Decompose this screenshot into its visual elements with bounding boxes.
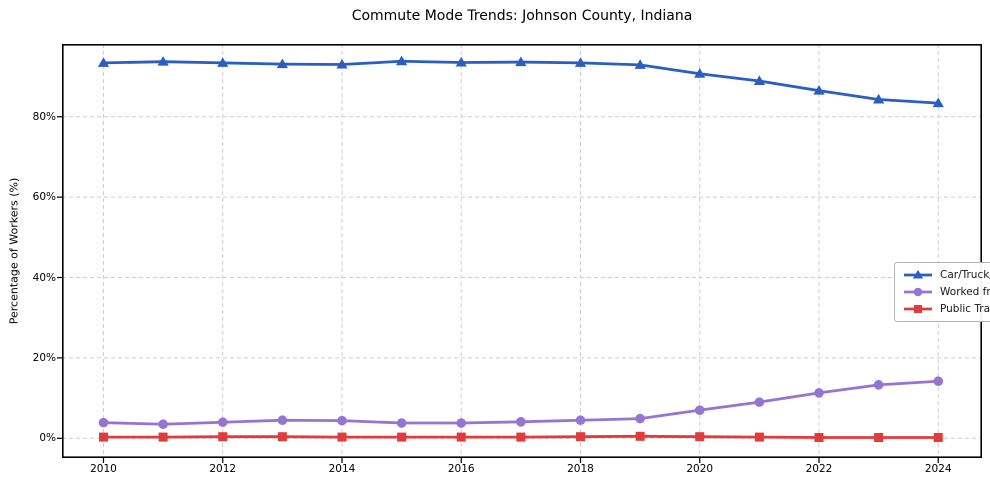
chart-title: Commute Mode Trends: Johnson County, Ind… — [351, 8, 693, 24]
x-tick-label: 2014 — [328, 463, 356, 475]
legend-entry-worked-from-home: Worked from Home — [903, 286, 990, 298]
x-tick-label: 2020 — [686, 463, 714, 475]
y-tick-label: 60% — [32, 191, 56, 204]
legend-entry-car-truck-van: Car/Truck/Van — [903, 269, 990, 281]
y-tick-label: 0% — [39, 432, 56, 445]
x-tick-label: 2012 — [209, 463, 237, 475]
legend-entry-public-transportation: Public Transportation — [903, 303, 990, 315]
legend-label: Public Transportation — [940, 302, 990, 315]
y-tick-label: 40% — [32, 271, 56, 284]
line-triangle-marker-icon — [904, 270, 932, 279]
legend-label: Worked from Home — [940, 285, 990, 298]
y-tick-label: 20% — [32, 351, 56, 364]
x-tick-label: 2016 — [447, 463, 475, 475]
x-tick-label: 2022 — [805, 463, 833, 475]
legend: Car/Truck/Van Worked from Home Public Tr… — [894, 262, 990, 322]
y-tick-label: 80% — [32, 110, 56, 123]
x-tick-label: 2010 — [90, 463, 117, 475]
legend-label: Car/Truck/Van — [940, 269, 990, 282]
x-tick-label: 2024 — [924, 463, 952, 475]
line-circle-marker-icon — [904, 287, 932, 297]
plot-svg — [57, 44, 983, 463]
x-tick-label: 2018 — [567, 463, 594, 475]
line-square-marker-icon — [904, 304, 932, 313]
plot-area: Car/Truck/Van Worked from Home Public Tr… — [57, 44, 990, 463]
